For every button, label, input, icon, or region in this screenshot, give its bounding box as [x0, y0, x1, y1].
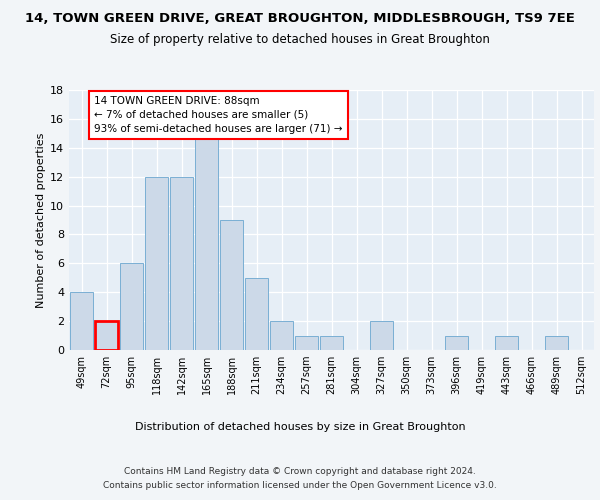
Bar — [170, 176, 193, 350]
Text: 14, TOWN GREEN DRIVE, GREAT BROUGHTON, MIDDLESBROUGH, TS9 7EE: 14, TOWN GREEN DRIVE, GREAT BROUGHTON, M… — [25, 12, 575, 26]
Text: Distribution of detached houses by size in Great Broughton: Distribution of detached houses by size … — [134, 422, 466, 432]
Bar — [494, 336, 518, 350]
Bar — [295, 336, 319, 350]
Bar — [194, 134, 218, 350]
Text: 14 TOWN GREEN DRIVE: 88sqm
← 7% of detached houses are smaller (5)
93% of semi-d: 14 TOWN GREEN DRIVE: 88sqm ← 7% of detac… — [94, 96, 343, 134]
Bar — [320, 336, 343, 350]
Bar — [220, 220, 244, 350]
Bar — [445, 336, 469, 350]
Bar — [545, 336, 568, 350]
Bar — [145, 176, 169, 350]
Bar — [119, 264, 143, 350]
Y-axis label: Number of detached properties: Number of detached properties — [36, 132, 46, 308]
Text: Size of property relative to detached houses in Great Broughton: Size of property relative to detached ho… — [110, 32, 490, 46]
Bar — [269, 321, 293, 350]
Text: Contains HM Land Registry data © Crown copyright and database right 2024.
Contai: Contains HM Land Registry data © Crown c… — [103, 468, 497, 489]
Bar — [370, 321, 394, 350]
Bar — [95, 321, 118, 350]
Bar — [245, 278, 268, 350]
Bar — [70, 292, 94, 350]
